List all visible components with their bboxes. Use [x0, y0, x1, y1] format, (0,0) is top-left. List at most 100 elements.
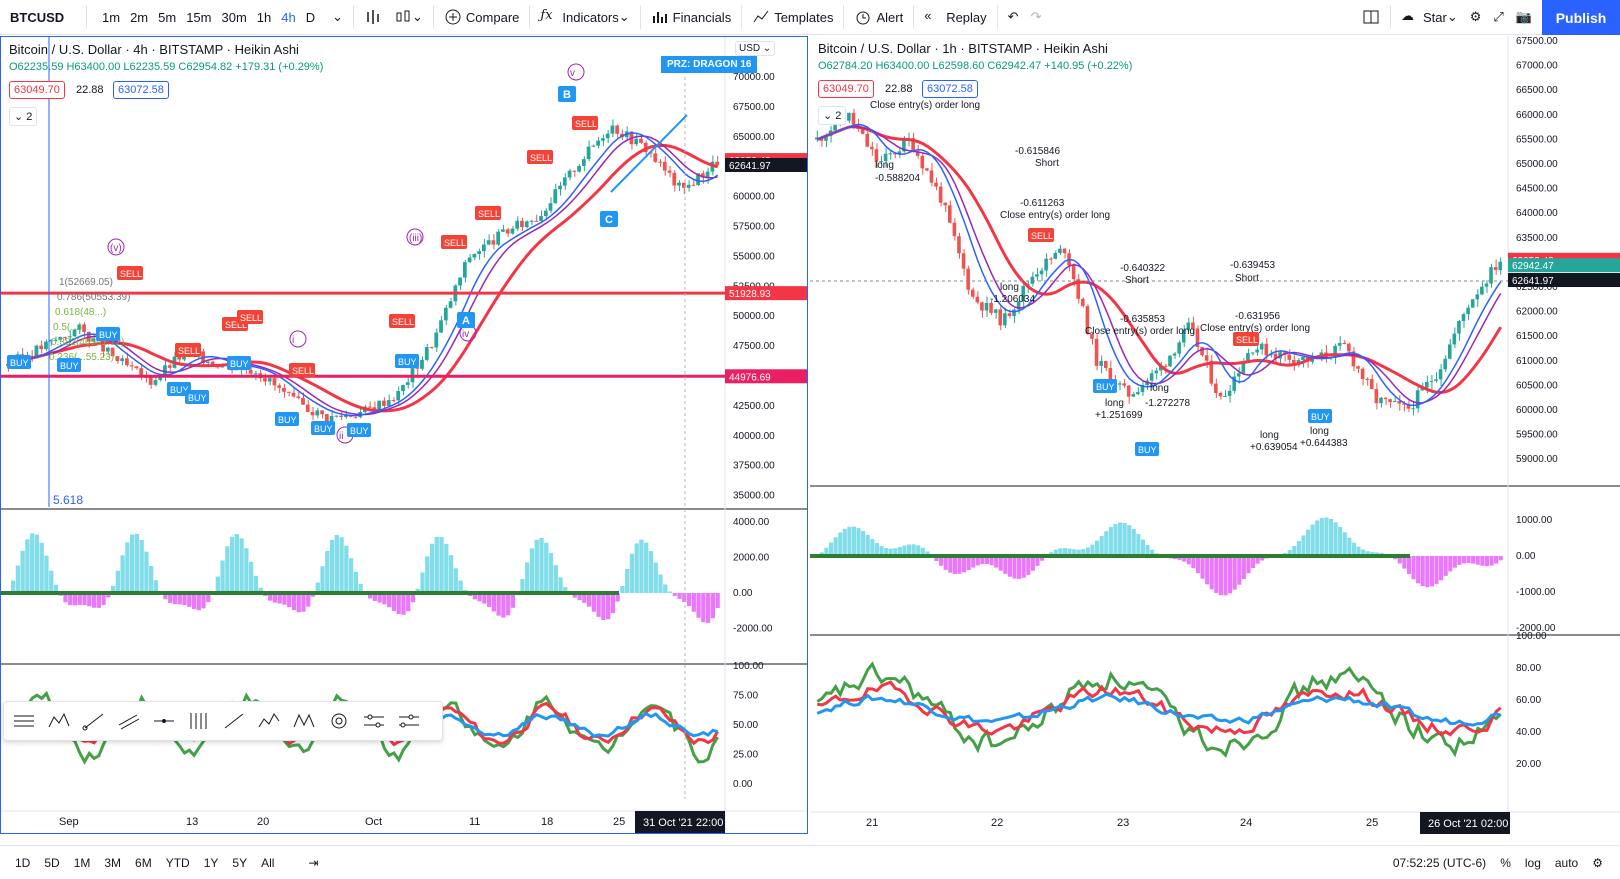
log-toggle[interactable]: log [1524, 855, 1541, 870]
signal-box [311, 421, 335, 435]
rsi-axis-label: 0.00 [733, 779, 753, 790]
financials-button[interactable]: Financials [645, 0, 738, 35]
signal-box [395, 354, 419, 368]
candle-body [1489, 267, 1493, 284]
lines-icon[interactable] [12, 711, 36, 731]
compare-button[interactable]: Compare [438, 0, 525, 35]
candle-body [911, 138, 915, 152]
date-range-icon[interactable]: ⇥ [308, 855, 319, 870]
price-tag-label: 62942.47 [1512, 261, 1554, 272]
ask-price[interactable]: 63072.58 [922, 80, 978, 98]
crosshair-date-label: 31 Oct '21 22:00 [643, 817, 723, 829]
rsi-axis-label: 50.00 [733, 720, 758, 731]
auto-toggle[interactable]: auto [1554, 855, 1579, 870]
chevron-down-icon[interactable]: ⌄ [332, 9, 344, 24]
candles-icon[interactable]: ⌄ [388, 0, 429, 35]
currency-select[interactable]: USD ⌄ [735, 41, 776, 56]
star-label: Star [1423, 9, 1447, 25]
bid-price[interactable]: 63049.70 [9, 81, 65, 99]
price-axis-label: 65000.00 [1516, 159, 1558, 170]
interval-group: 1m 2m 5m 15m 30m 1h 4h D [91, 0, 326, 35]
range-6M[interactable]: 6M [135, 855, 152, 870]
moving-average-line [8, 143, 719, 413]
candle-body [1415, 390, 1420, 409]
interval-D[interactable]: D [305, 9, 316, 25]
pattern-icon[interactable] [47, 711, 71, 731]
wave-label: (iii) [409, 233, 422, 244]
right-chart-panel[interactable]: 67500.00 67000.00 66500.00 66000.00 65500.00… [810, 36, 1620, 834]
ask-price[interactable]: 63072.58 [113, 81, 169, 99]
trade-annotation: Short [1125, 275, 1149, 286]
interval-2m[interactable]: 2m [130, 9, 149, 25]
hline-icon[interactable] [152, 711, 176, 731]
candle-body [1255, 349, 1259, 353]
percent-toggle[interactable]: % [1500, 855, 1511, 870]
candle-body [1154, 370, 1158, 374]
trendline-icon[interactable] [82, 711, 106, 731]
xabcd-icon[interactable] [292, 711, 316, 731]
financials-icon [651, 8, 669, 26]
layout-icon[interactable] [1356, 0, 1386, 35]
right-chart-svg[interactable]: 67500.00 67000.00 66500.00 66000.00 65500.00… [810, 36, 1620, 834]
candle-body [1218, 392, 1223, 397]
channel-icon[interactable] [117, 711, 141, 731]
clock-time[interactable]: 07:52:25 (UTC-6) [1392, 855, 1487, 870]
range-YTD[interactable]: YTD [165, 855, 190, 870]
interval-15m[interactable]: 15m [186, 9, 212, 25]
range-1D[interactable]: 1D [15, 855, 31, 870]
bid-price[interactable]: 63049.70 [818, 80, 874, 98]
alert-button[interactable]: Alert [848, 0, 909, 35]
candle-body [210, 361, 215, 365]
measure-icon[interactable] [362, 711, 386, 731]
range-3M[interactable]: 3M [104, 855, 122, 870]
candle-body [1085, 306, 1090, 335]
fib-icon[interactable] [187, 711, 211, 731]
ray-icon[interactable] [222, 711, 246, 731]
indicators-button[interactable]: ƒx Indicators ⌄ [540, 8, 630, 25]
star-button[interactable]: ☁ Star ⌄ [1401, 8, 1458, 25]
interval-5m[interactable]: 5m [158, 9, 177, 25]
elliott-icon[interactable] [257, 711, 281, 731]
signal-label: BUY [188, 393, 207, 403]
symbol-search[interactable]: BTCUSD [10, 9, 65, 25]
candle-body [462, 262, 467, 278]
interval-4h[interactable]: 4h [281, 9, 296, 25]
candle-body [989, 302, 993, 313]
interval-30m[interactable]: 30m [221, 9, 247, 25]
candle-body [1406, 404, 1411, 409]
range-All[interactable]: All [261, 855, 275, 870]
signal-box [275, 412, 299, 426]
candle-body [929, 170, 934, 183]
candle-body [443, 307, 448, 321]
trade-annotation: -0.635853 [1120, 314, 1165, 325]
candle-body [1053, 253, 1058, 259]
templates-button[interactable]: Templates [746, 0, 839, 35]
undo-icon[interactable]: ↶ [1007, 9, 1019, 24]
left-chart-panel[interactable]: 70000.0067500.0065000.0062500.0060000.00… [0, 36, 808, 834]
publish-button[interactable]: Publish [1542, 0, 1620, 35]
layers-toggle[interactable]: ⌄ 2 [9, 107, 38, 126]
candle-body [253, 373, 258, 375]
range-5Y[interactable]: 5Y [232, 855, 248, 870]
fullscreen-icon[interactable]: ⤢ [1493, 9, 1504, 24]
candle-body [324, 414, 329, 423]
interval-1m[interactable]: 1m [102, 9, 121, 25]
divider [1390, 5, 1391, 29]
range-5D[interactable]: 5D [44, 855, 60, 870]
settings-icon[interactable]: ⚙ [1592, 855, 1603, 870]
candle-body [1397, 401, 1402, 404]
replay-button[interactable]: « Replay [918, 0, 992, 35]
range-1Y[interactable]: 1Y [203, 855, 219, 870]
range-1M[interactable]: 1M [73, 855, 91, 870]
layers-toggle[interactable]: ⌄ 2 [818, 106, 847, 125]
camera-icon[interactable]: 📷 [1515, 9, 1532, 24]
interval-1h[interactable]: 1h [256, 9, 272, 25]
gear-icon[interactable]: ⚙ [1469, 9, 1482, 24]
redo-icon[interactable]: ↷ [1030, 9, 1042, 24]
candle-body [883, 153, 888, 162]
signal-label: SELL [178, 346, 200, 356]
spiral-icon[interactable] [327, 711, 351, 731]
bar-chart-icon[interactable] [358, 0, 388, 35]
range-group: 1D 5D 1M 3M 6M YTD 1Y 5Y All [0, 856, 281, 870]
settings-lines-icon[interactable] [397, 711, 421, 731]
